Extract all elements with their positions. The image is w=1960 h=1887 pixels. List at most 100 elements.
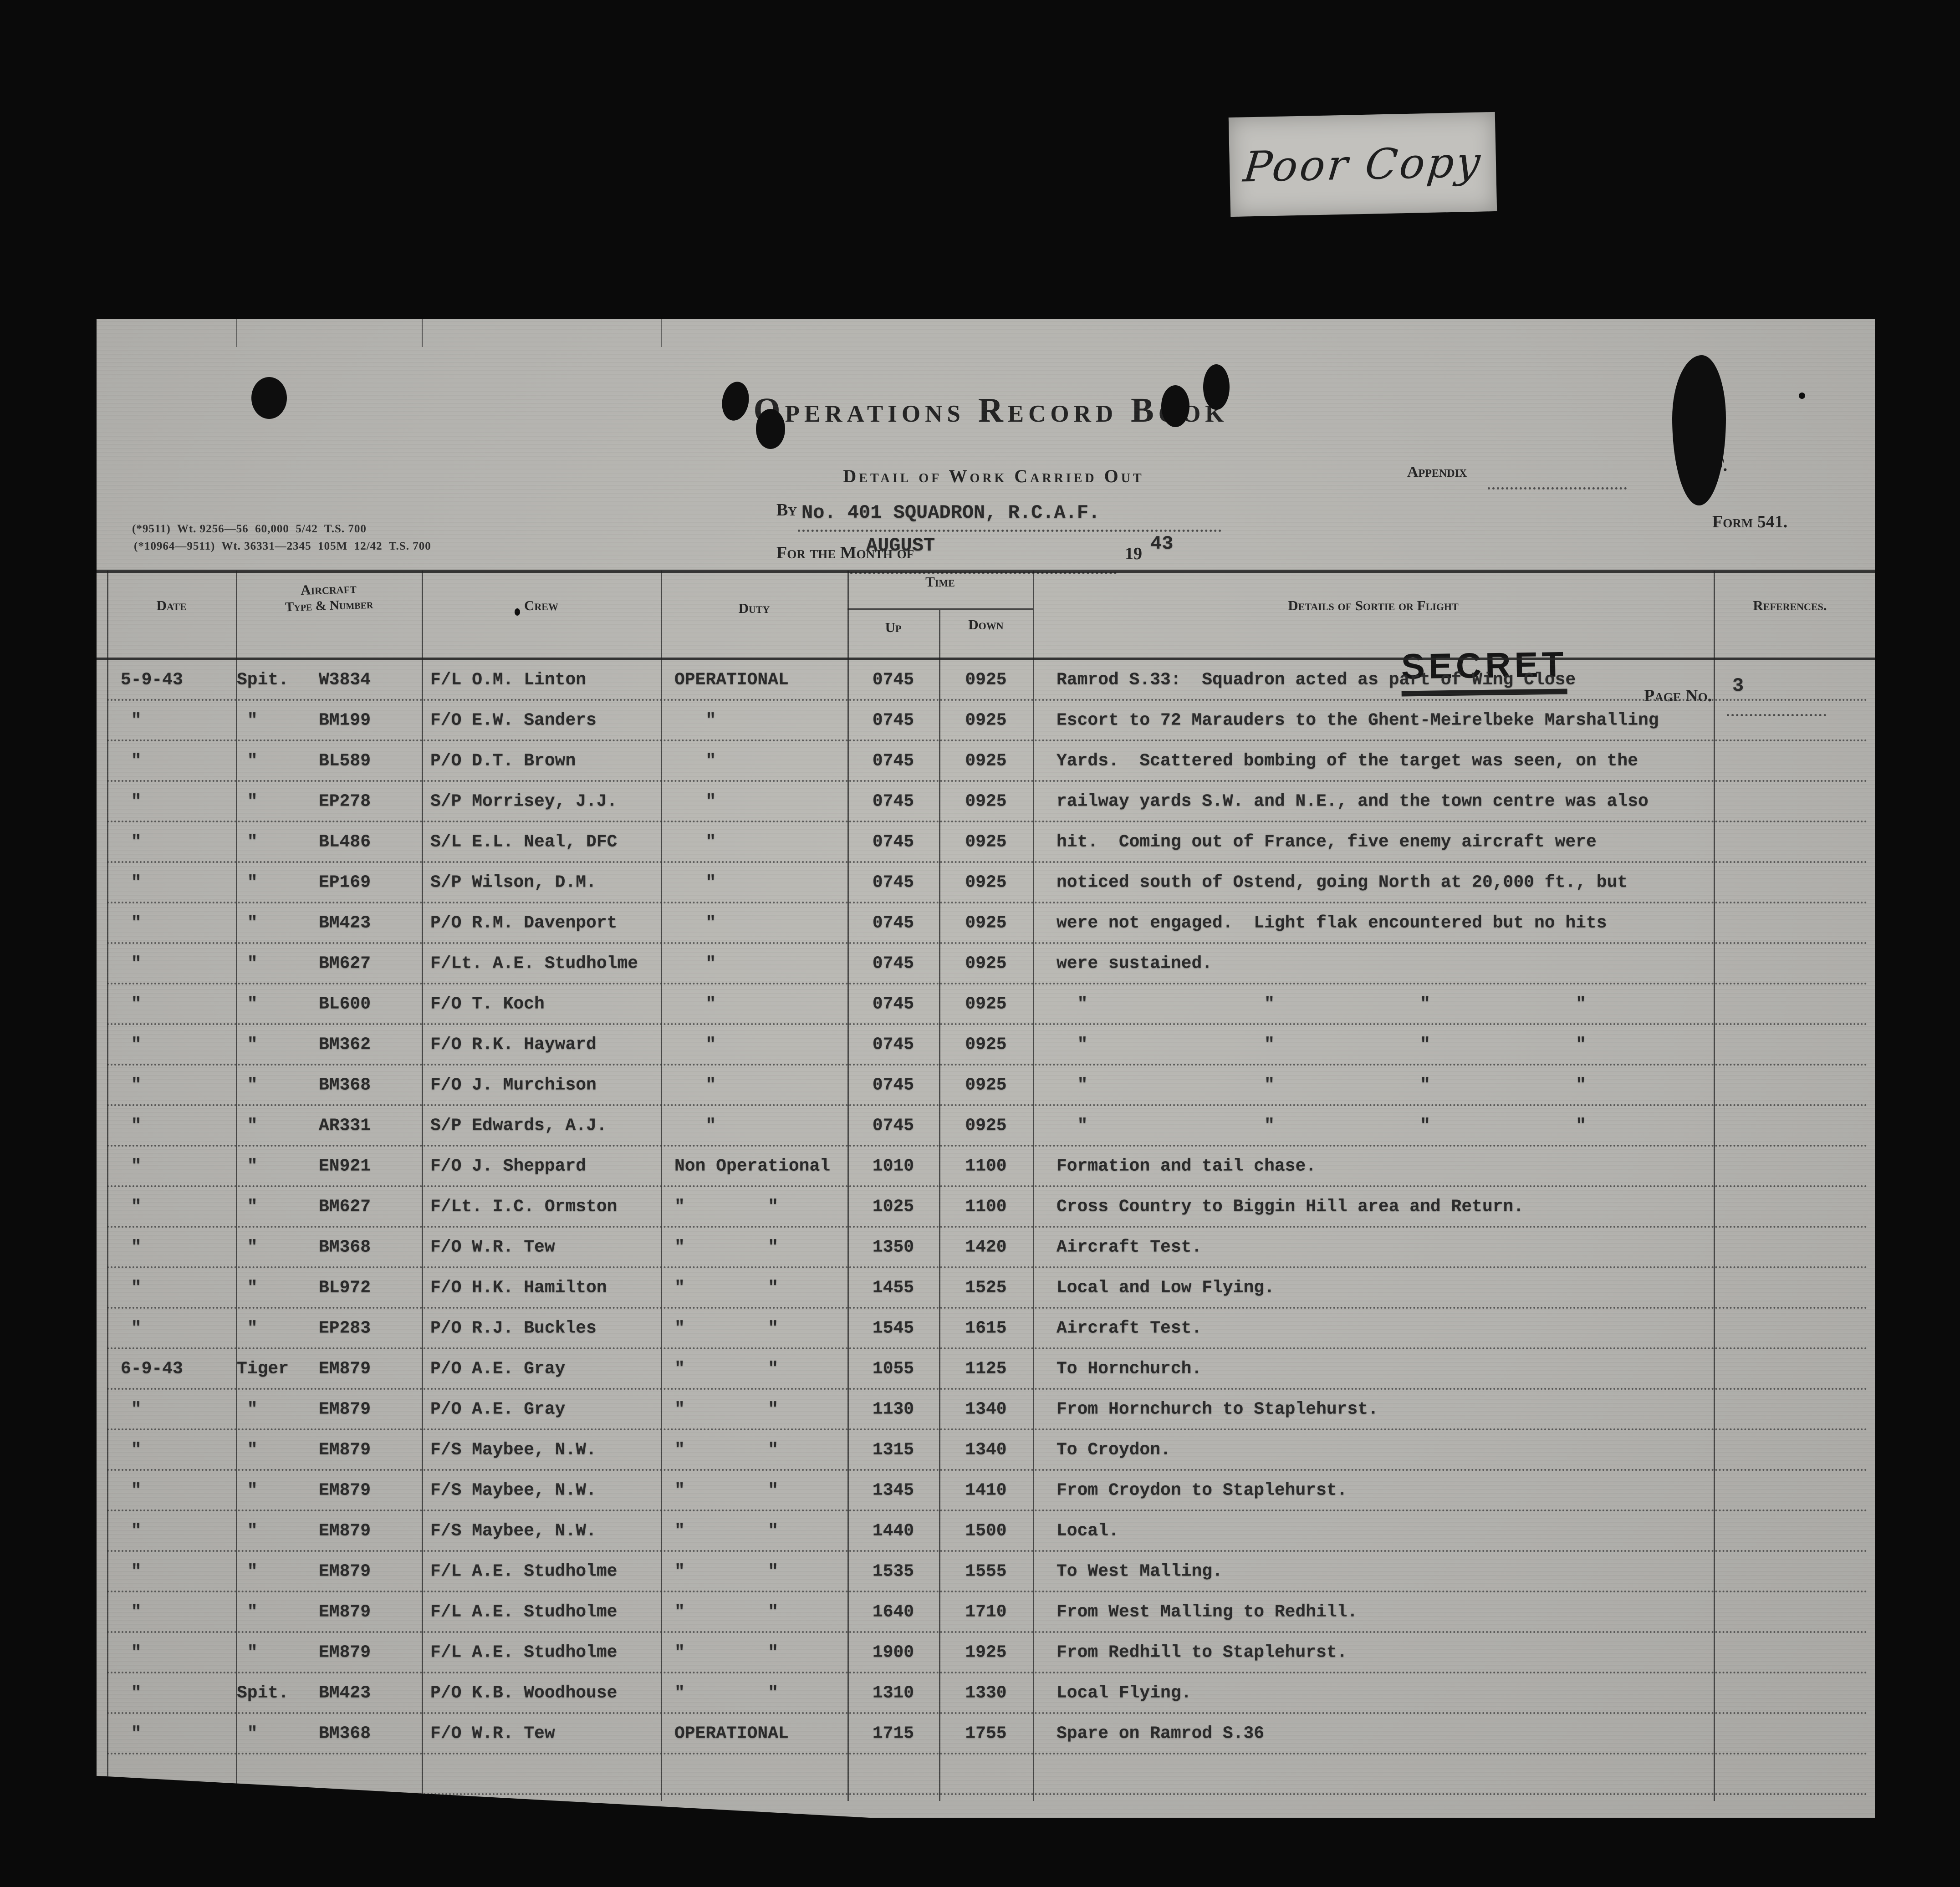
- row-crew: P/O D.T. Brown: [430, 751, 576, 770]
- table-row: " " EM879 F/S Maybee, N.W. " " 1345 1410…: [107, 1471, 1868, 1511]
- page-number-value: 3: [1732, 675, 1744, 697]
- appendix-underline: [1488, 487, 1627, 490]
- row-details: From Croydon to Staplehurst.: [1057, 1480, 1348, 1500]
- row-duty: ": [674, 1035, 716, 1054]
- table-row: " " BM627 F/Lt. I.C. Ormston " " 1025 11…: [107, 1187, 1868, 1228]
- row-time-up: 1715: [872, 1724, 914, 1743]
- row-date: ": [121, 1116, 142, 1135]
- col-header-duty: Duty: [738, 600, 770, 616]
- row-duty: ": [674, 1075, 716, 1095]
- table-row: " " EM879 F/L A.E. Studholme " " 1640 17…: [107, 1592, 1868, 1633]
- row-time-up: 1315: [872, 1440, 914, 1459]
- row-duty: ": [674, 1116, 716, 1135]
- row-time-down: 1500: [965, 1521, 1007, 1540]
- row-duty: " ": [674, 1642, 779, 1662]
- row-time-down: 0925: [965, 913, 1007, 933]
- row-date: ": [121, 1278, 142, 1297]
- row-time-up: 0745: [872, 994, 914, 1014]
- row-crew: F/L A.E. Studholme: [430, 1602, 618, 1622]
- row-time-down: 1410: [965, 1480, 1007, 1500]
- row-date: ": [121, 1399, 142, 1419]
- row-crew: S/P Edwards, A.J.: [430, 1116, 607, 1135]
- row-details: Aircraft Test.: [1057, 1318, 1202, 1338]
- page-title: Operations Record Book: [753, 391, 1229, 429]
- row-time-up: 1350: [872, 1237, 914, 1257]
- row-date: ": [121, 994, 142, 1014]
- row-duty: " ": [674, 1440, 779, 1459]
- by-underline: [798, 530, 1221, 532]
- row-details: Cross Country to Biggin Hill area and Re…: [1057, 1197, 1524, 1216]
- orb-page: Operations Record Book Detail of Work Ca…: [97, 319, 1875, 1818]
- row-date: ": [121, 1683, 142, 1703]
- row-details: Aircraft Test.: [1057, 1237, 1202, 1257]
- row-time-down: 1100: [965, 1197, 1007, 1216]
- row-details: Ramrod S.33: Squadron acted as part of W…: [1057, 670, 1576, 689]
- row-details: " " " ": [1057, 1116, 1586, 1135]
- row-date: ": [121, 710, 142, 730]
- row-aircraft-number: EM879: [319, 1359, 371, 1378]
- row-duty: " ": [674, 1399, 779, 1419]
- year-value: 43: [1150, 533, 1174, 555]
- row-crew: S/P Morrisey, J.J.: [430, 791, 618, 811]
- row-crew: F/L A.E. Studholme: [430, 1561, 618, 1581]
- row-aircraft-type: ": [237, 913, 258, 933]
- row-aircraft-number: EM879: [319, 1642, 371, 1662]
- table-row: " " EM879 F/S Maybee, N.W. " " 1315 1340…: [107, 1430, 1868, 1471]
- row-details: From Hornchurch to Staplehurst.: [1057, 1399, 1378, 1419]
- row-time-up: 0745: [872, 872, 914, 892]
- row-details: Local and Low Flying.: [1057, 1278, 1275, 1297]
- row-details: Formation and tail chase.: [1057, 1156, 1317, 1176]
- row-duty: OPERATIONAL: [674, 1724, 789, 1743]
- row-duty: " ": [674, 1480, 779, 1500]
- row-details: From Redhill to Staplehurst.: [1057, 1642, 1348, 1662]
- row-aircraft-type: ": [237, 1318, 258, 1338]
- row-crew: F/O W.R. Tew: [430, 1237, 555, 1257]
- row-aircraft-number: BL486: [319, 832, 371, 852]
- row-details: were sustained.: [1057, 954, 1213, 973]
- row-time-down: 1710: [965, 1602, 1007, 1622]
- row-crew: P/O A.E. Gray: [430, 1359, 566, 1378]
- row-crew: S/P Wilson, D.M.: [430, 872, 597, 892]
- row-time-down: 0925: [965, 994, 1007, 1014]
- squadron-value: No. 401 SQUADRON, R.C.A.F.: [801, 502, 1100, 524]
- row-crew: P/O R.M. Davenport: [430, 913, 618, 933]
- col-header-crew: Crew: [524, 597, 558, 613]
- row-duty: " ": [674, 1237, 779, 1257]
- row-duty: " ": [674, 1359, 779, 1378]
- row-duty: " ": [674, 1278, 779, 1297]
- row-time-up: 0745: [872, 670, 914, 689]
- row-details: From West Malling to Redhill.: [1057, 1602, 1358, 1622]
- row-aircraft-type: ": [237, 1561, 258, 1581]
- table-row: " " EM879 F/L A.E. Studholme " " 1535 15…: [107, 1552, 1868, 1592]
- row-crew: F/O T. Koch: [430, 994, 545, 1014]
- row-time-down: 0925: [965, 872, 1007, 892]
- row-aircraft-number: EM879: [319, 1480, 371, 1500]
- row-date: ": [121, 1197, 142, 1216]
- row-duty: ": [674, 954, 716, 973]
- table-row: " " BL486 S/L E.L. Neal, DFC " 0745 0925…: [107, 822, 1868, 863]
- row-date: ": [121, 1318, 142, 1338]
- row-time-down: 1420: [965, 1237, 1007, 1257]
- row-crew: F/O J. Sheppard: [430, 1156, 587, 1176]
- row-aircraft-type: ": [237, 1399, 258, 1419]
- print-code-line1: (*9511) Wt. 9256—56 60,000 5/42 T.S. 700: [132, 523, 367, 535]
- row-time-up: 1535: [872, 1561, 914, 1581]
- row-duty: ": [674, 872, 716, 892]
- row-aircraft-type: ": [237, 1237, 258, 1257]
- row-duty: " ": [674, 1602, 779, 1622]
- month-label: For the Month of: [776, 543, 914, 562]
- row-aircraft-type: Spit.: [237, 1683, 289, 1703]
- row-time-up: 1010: [872, 1156, 914, 1176]
- row-duty: Non Operational: [674, 1156, 831, 1176]
- row-details: Local.: [1057, 1521, 1119, 1540]
- year-prefix: 19: [1125, 544, 1142, 563]
- row-aircraft-type: Spit.: [237, 670, 289, 689]
- row-duty: ": [674, 913, 716, 933]
- table-top-rule: [97, 570, 1875, 573]
- row-time-down: 1340: [965, 1399, 1007, 1419]
- col-header-time: Time: [925, 574, 955, 590]
- row-aircraft-type: ": [237, 832, 258, 852]
- row-time-up: 1440: [872, 1521, 914, 1540]
- form-number-label: Form 541.: [1712, 512, 1788, 531]
